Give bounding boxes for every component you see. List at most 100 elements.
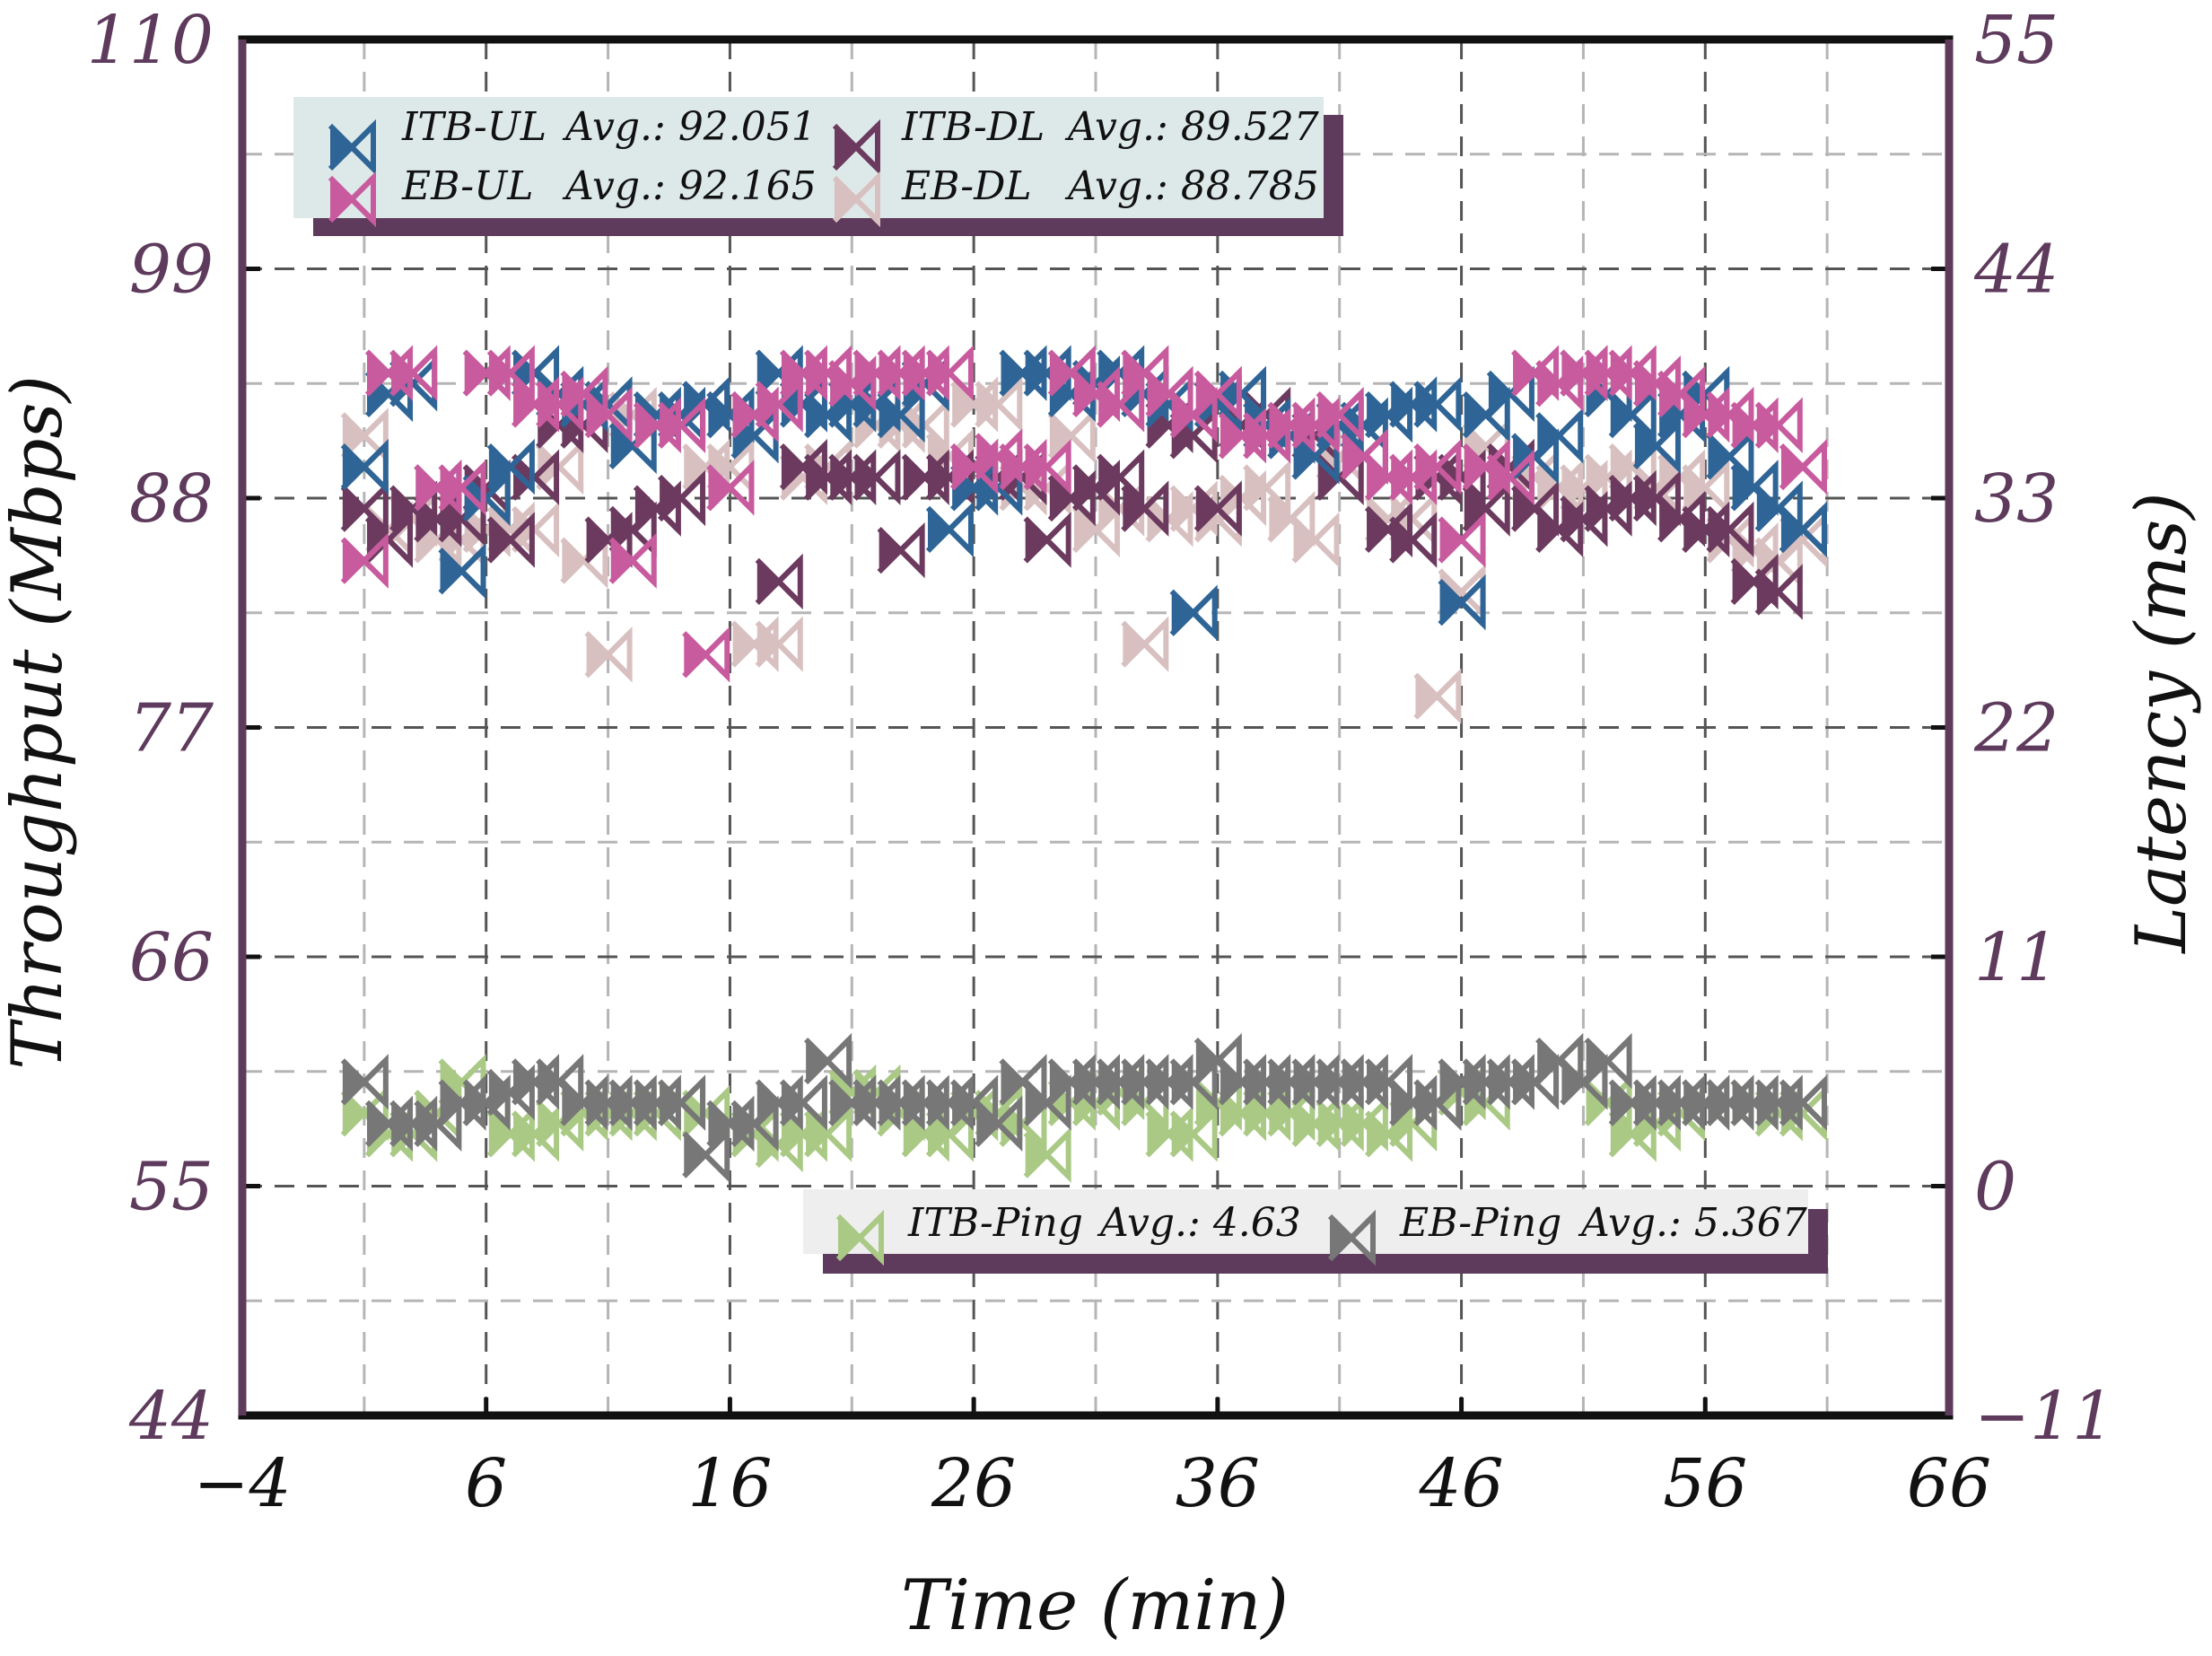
point-itb-dl-cross xyxy=(340,485,388,532)
legend-marker-eb-dl-cross xyxy=(832,175,880,223)
point-eb-ul-cross xyxy=(1218,412,1266,460)
point-itb-dl-fill xyxy=(1464,486,1486,530)
point-itb-ul-fill xyxy=(1464,393,1486,437)
point-eb-ping-cross xyxy=(560,1079,608,1126)
legend-itb-ping-avg: Avg.: 4.63 xyxy=(1097,1200,1301,1246)
point-itb-dl-fill xyxy=(854,455,877,499)
point-eb-ul-fill xyxy=(1049,351,1071,395)
point-eb-ping-fill xyxy=(1586,1039,1608,1083)
point-eb-ping-fill xyxy=(756,1081,779,1125)
point-itb-dl-cross xyxy=(1097,453,1144,501)
x-tick-label: 6 xyxy=(465,1445,507,1522)
point-itb-ul-cross xyxy=(1706,433,1753,480)
point-eb-ping-fill xyxy=(879,1081,901,1125)
point-eb-ping-fill xyxy=(1537,1039,1560,1083)
point-eb-ping-cross xyxy=(1657,1079,1705,1126)
point-itb-dl xyxy=(340,480,389,537)
point-itb-dl xyxy=(486,512,535,568)
point-eb-ping-fill xyxy=(1756,1081,1779,1125)
point-itb-dl-fill xyxy=(1098,455,1121,499)
point-itb-ul-cross xyxy=(1608,390,1656,439)
point-eb-ping-fill xyxy=(1195,1039,1218,1083)
point-eb-ping-fill xyxy=(1415,1081,1438,1125)
point-itb-dl-fill xyxy=(1195,486,1218,530)
point-eb-ping xyxy=(803,1032,852,1090)
point-eb-ul-fill xyxy=(610,539,633,583)
legend-latency: ITB-Ping Avg.: 4.63 EB-Ping Avg.: 5.367 xyxy=(803,1189,1828,1274)
point-itb-dl-cross xyxy=(877,526,924,574)
point-itb-dl-fill xyxy=(1049,477,1071,520)
point-eb-dl-fill xyxy=(1269,497,1291,541)
legend-marker-itb-ping xyxy=(835,1209,884,1266)
legend-marker-eb-ul xyxy=(328,171,376,228)
point-itb-dl-cross xyxy=(1389,516,1437,564)
point-eb-ping-fill xyxy=(342,1060,364,1104)
point-itb-ping xyxy=(1169,1106,1218,1162)
point-eb-ul xyxy=(950,438,999,495)
y-left-tick-label: 99 xyxy=(129,232,214,309)
x-tick-label: 56 xyxy=(1663,1445,1747,1522)
point-itb-ul-cross xyxy=(1413,381,1461,428)
y-right-tick-label: 22 xyxy=(1973,690,2059,767)
point-eb-ping-fill xyxy=(513,1060,536,1104)
point-eb-ul xyxy=(584,386,633,443)
point-eb-ping-cross xyxy=(1632,1079,1681,1126)
y-right-tick-label: 0 xyxy=(1974,1149,2016,1226)
legend-eb-ping-name: EB-Ping xyxy=(1399,1200,1561,1246)
point-itb-ping-cross xyxy=(1316,1100,1363,1147)
point-itb-dl-cross xyxy=(1754,568,1802,616)
point-itb-ping-fill xyxy=(342,1091,364,1135)
point-itb-ul-fill xyxy=(708,393,730,437)
point-itb-dl-fill xyxy=(1610,477,1632,520)
point-eb-ping xyxy=(779,1074,827,1131)
point-itb-dl xyxy=(1097,449,1145,506)
point-eb-ul-fill xyxy=(538,382,560,426)
point-eb-ping-fill xyxy=(391,1101,414,1145)
point-itb-dl-cross xyxy=(803,453,852,501)
point-itb-ul-fill xyxy=(488,445,511,489)
point-eb-ul-cross xyxy=(1193,370,1241,417)
point-itb-ping-fill xyxy=(1293,1101,1316,1145)
legend-marker-itb-ul-fill xyxy=(330,126,352,169)
point-eb-ping-fill xyxy=(634,1081,657,1125)
point-eb-ul xyxy=(1316,386,1364,443)
legend-marker-eb-ping-fill xyxy=(1330,1216,1351,1259)
point-eb-ul xyxy=(706,460,755,516)
y-left-tick-label: 110 xyxy=(87,2,214,79)
point-itb-dl-cross xyxy=(657,474,705,522)
point-eb-ul-cross xyxy=(340,537,388,584)
point-eb-ul-fill xyxy=(1683,393,1706,437)
point-itb-dl-fill xyxy=(440,497,462,541)
point-eb-ul-fill xyxy=(1195,372,1218,416)
point-eb-ul-cross xyxy=(1560,349,1607,397)
y-right-tick-label: −11 xyxy=(1974,1378,2114,1455)
point-eb-ul-fill xyxy=(1293,403,1316,447)
point-eb-ul-cross xyxy=(779,349,827,397)
point-eb-ping-cross xyxy=(1316,1058,1363,1106)
point-eb-ping-cross xyxy=(877,1079,924,1126)
point-itb-ping-cross xyxy=(1291,1100,1339,1147)
point-eb-ping-fill xyxy=(1171,1060,1193,1104)
point-itb-dl-fill xyxy=(1659,497,1682,541)
point-itb-ping-cross xyxy=(1145,1110,1193,1158)
point-eb-dl-fill xyxy=(1245,466,1267,510)
point-eb-dl-cross xyxy=(1121,620,1168,668)
point-eb-ping-cross xyxy=(1145,1058,1193,1106)
y-left-tick-label: 66 xyxy=(129,919,214,996)
point-eb-ping-fill xyxy=(610,1081,633,1125)
point-eb-ul xyxy=(1023,438,1071,495)
point-eb-ping-cross xyxy=(1267,1058,1315,1106)
point-eb-ping-fill xyxy=(781,1081,803,1125)
point-eb-ping-cross xyxy=(1218,1058,1266,1106)
point-eb-ul xyxy=(755,376,803,433)
point-eb-ping-fill xyxy=(806,1039,828,1083)
point-eb-ping-cross xyxy=(1389,1079,1437,1126)
point-eb-ul-fill xyxy=(391,351,414,395)
point-eb-ping-cross xyxy=(438,1079,485,1126)
point-itb-dl-fill xyxy=(488,518,511,562)
point-eb-ul-fill xyxy=(415,466,438,510)
point-eb-ping xyxy=(975,1095,1023,1152)
point-eb-ul-cross xyxy=(1730,401,1778,449)
point-itb-ul xyxy=(877,386,925,443)
y-axis-left-title: Throughput (Mbps) xyxy=(0,375,78,1070)
